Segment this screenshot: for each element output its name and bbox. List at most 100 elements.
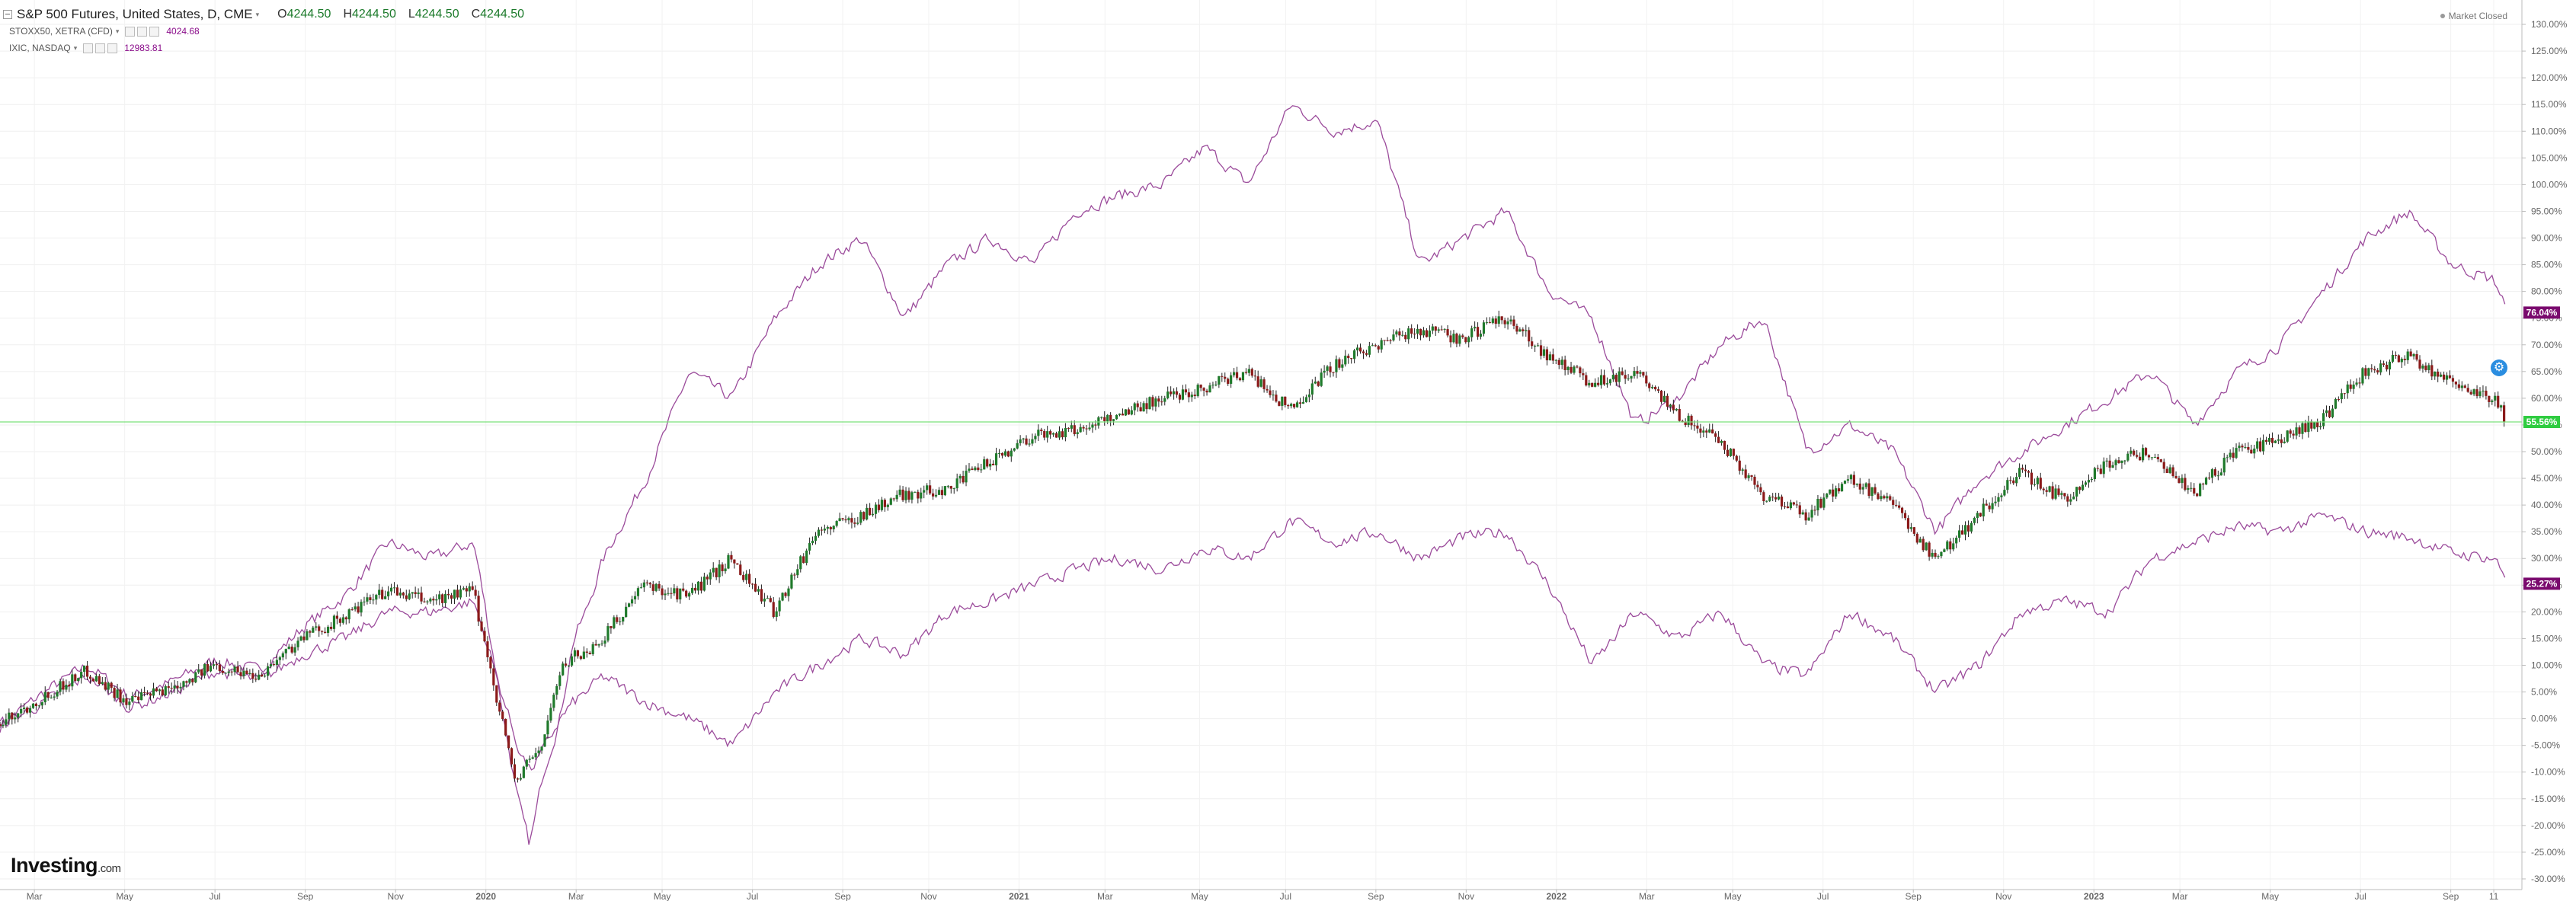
candle-body bbox=[1157, 398, 1160, 402]
current-value-label-bg bbox=[2523, 416, 2560, 429]
candle-body bbox=[847, 518, 850, 521]
x-tick-label: Sep bbox=[1906, 891, 1922, 901]
candle-body bbox=[444, 593, 447, 603]
main-series-title[interactable]: S&P 500 Futures, United States, D, CME bbox=[17, 7, 253, 21]
candle-body bbox=[835, 521, 838, 526]
candle-body bbox=[2003, 490, 2006, 496]
candle-body bbox=[1822, 497, 1826, 508]
candle-body bbox=[690, 587, 694, 593]
chevron-down-icon[interactable]: ▾ bbox=[255, 11, 260, 18]
eye-icon[interactable] bbox=[83, 43, 94, 53]
time-axis[interactable]: Mar May Jul Sep Nov 2020 Mar May Jul Sep Nov 2021 Ma… bbox=[0, 889, 2522, 901]
candle-body bbox=[245, 670, 248, 675]
candle-body bbox=[2343, 393, 2346, 395]
candle-body bbox=[2394, 354, 2398, 356]
candle-body bbox=[101, 682, 104, 685]
candle-body bbox=[937, 490, 941, 495]
y-tick-label: 120.00% bbox=[2531, 72, 2568, 83]
close-icon[interactable] bbox=[107, 43, 118, 53]
candle-body bbox=[730, 554, 733, 560]
candle-body bbox=[2430, 365, 2434, 377]
candle-body bbox=[441, 594, 444, 603]
candle-body bbox=[1928, 542, 1931, 557]
candle-body bbox=[2259, 441, 2262, 452]
candle-body bbox=[1705, 430, 1708, 433]
chevron-down-icon[interactable]: ▾ bbox=[115, 27, 120, 35]
candle-body bbox=[435, 599, 438, 601]
overlay-title-stoxx[interactable]: STOXX50, XETRA (CFD) bbox=[9, 26, 113, 37]
candle-body bbox=[943, 486, 946, 496]
settings-icon[interactable] bbox=[137, 26, 148, 37]
candle-body bbox=[1241, 372, 1245, 381]
candle-body bbox=[2274, 440, 2277, 443]
eye-icon[interactable] bbox=[125, 26, 136, 37]
candle-body bbox=[962, 475, 965, 483]
candle-body bbox=[278, 657, 281, 660]
candle-body bbox=[1079, 427, 1082, 433]
candle-body bbox=[296, 641, 299, 647]
candle-body bbox=[161, 689, 164, 695]
legend-main-row[interactable]: S&P 500 Futures, United States, D, CME ▾… bbox=[0, 6, 524, 23]
candle-body bbox=[1173, 391, 1176, 395]
candle-body bbox=[1633, 371, 1636, 376]
candle-body bbox=[558, 675, 562, 686]
candle-body bbox=[324, 631, 327, 633]
candle-body bbox=[2141, 448, 2145, 461]
candle-body bbox=[1049, 431, 1052, 435]
candle-body bbox=[850, 518, 853, 523]
candle-body bbox=[167, 685, 170, 689]
candle-body bbox=[2292, 433, 2295, 436]
close-icon[interactable] bbox=[149, 26, 160, 37]
candle-body bbox=[2261, 439, 2265, 452]
candle-body bbox=[1449, 335, 1452, 343]
candle-body bbox=[1801, 512, 1804, 515]
candle-body bbox=[1669, 404, 1672, 407]
candle-body bbox=[1747, 475, 1750, 478]
collapse-legend-icon[interactable] bbox=[3, 10, 12, 19]
legend-overlay-row-stoxx[interactable]: STOXX50, XETRA (CFD) ▾ 4024.68 bbox=[0, 23, 524, 40]
settings-icon[interactable] bbox=[95, 43, 106, 53]
overlay-value-ixic: 12983.81 bbox=[124, 43, 163, 53]
candle-body bbox=[1380, 340, 1383, 350]
legend-overlay-row-ixic[interactable]: IXIC, NASDAQ ▾ 12983.81 bbox=[0, 40, 524, 56]
candle-body bbox=[1931, 552, 1934, 557]
candle-body bbox=[1275, 395, 1278, 402]
candle-body bbox=[471, 586, 474, 590]
candle-body bbox=[1295, 402, 1299, 407]
y-tick-label: -30.00% bbox=[2531, 874, 2565, 884]
candle-body bbox=[2156, 457, 2159, 460]
chart-settings-gear-icon[interactable]: ⚙ bbox=[2491, 359, 2507, 376]
overlay-title-ixic[interactable]: IXIC, NASDAQ bbox=[9, 43, 71, 53]
candle-body bbox=[91, 679, 95, 682]
candle-body bbox=[736, 563, 739, 565]
candle-body bbox=[209, 666, 213, 672]
price-axis[interactable]: -30.00% -25.00% -20.00% -15.00% -10.00% -5.00… bbox=[2521, 0, 2568, 890]
candle-body bbox=[1310, 383, 1314, 395]
candle-body bbox=[1949, 541, 1952, 550]
candle-body bbox=[1124, 409, 1127, 416]
candle-body bbox=[823, 529, 826, 531]
candle-body bbox=[2181, 478, 2184, 484]
candle-body bbox=[306, 631, 309, 641]
candle-body bbox=[1720, 440, 1723, 443]
candle-body bbox=[1166, 391, 1170, 398]
candle-body bbox=[2123, 460, 2126, 462]
candle-body bbox=[2409, 351, 2412, 356]
candle-body bbox=[2385, 364, 2389, 370]
candle-body bbox=[1696, 425, 1699, 429]
candle-body bbox=[1889, 496, 1892, 500]
y-tick-label: 15.00% bbox=[2531, 633, 2562, 644]
candle-body bbox=[2139, 456, 2142, 461]
candle-body bbox=[1000, 452, 1004, 456]
candle-body bbox=[1003, 451, 1006, 456]
candle-body bbox=[1681, 420, 1684, 422]
chevron-down-icon[interactable]: ▾ bbox=[73, 44, 78, 52]
candle-body bbox=[137, 696, 140, 701]
candle-body bbox=[1536, 345, 1540, 347]
candle-body bbox=[1307, 395, 1310, 398]
candle-body bbox=[2165, 468, 2168, 474]
candle-body bbox=[952, 488, 955, 490]
candle-body bbox=[1067, 427, 1070, 429]
candle-body bbox=[1534, 346, 1537, 347]
